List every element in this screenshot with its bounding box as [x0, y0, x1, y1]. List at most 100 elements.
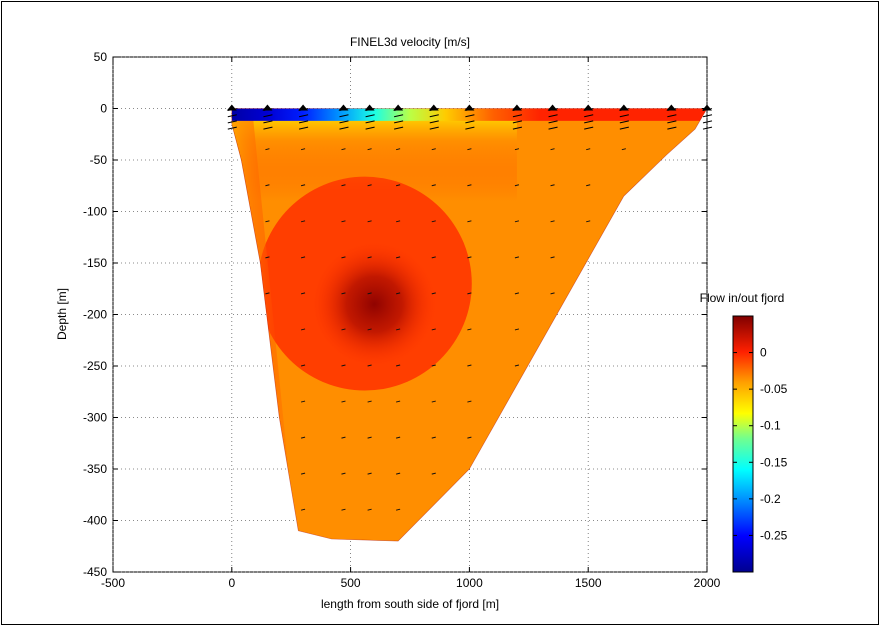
velocity-arrow [548, 114, 558, 118]
velocity-tick [395, 256, 401, 259]
velocity-arrow [429, 114, 439, 118]
y-tick-label: -400 [83, 514, 107, 528]
velocity-tick [514, 364, 520, 367]
velocity-arrow [619, 114, 629, 118]
velocity-tick [367, 184, 372, 187]
velocity-tick [300, 436, 306, 439]
velocity-arrow [227, 120, 237, 124]
velocity-tick [265, 148, 270, 151]
velocity-arrow [465, 120, 475, 124]
y-tick-label: 0 [100, 102, 107, 116]
colorbar [732, 315, 754, 573]
y-tick-label: -200 [83, 308, 107, 322]
velocity-tick [514, 292, 520, 295]
velocity-tick [341, 436, 346, 439]
x-axis-ticks: -500 0 500 1000 1500 2000 [101, 57, 721, 590]
x-tick-label: -500 [101, 576, 125, 590]
velocity-tick [467, 364, 472, 367]
velocity-tick [467, 184, 472, 187]
colorbar-tick-label: 0 [760, 346, 767, 360]
surface-arrow-head [338, 104, 349, 111]
velocity-profiles [226, 104, 713, 511]
velocity-tick [514, 220, 520, 223]
velocity-tick [431, 220, 436, 223]
velocity-arrow [394, 120, 404, 124]
velocity-tick [395, 364, 401, 367]
velocity-tick [586, 220, 591, 223]
velocity-tick [431, 364, 436, 367]
velocity-arrow [339, 126, 349, 130]
velocity-tick [341, 220, 346, 223]
velocity-tick [395, 292, 401, 295]
surface-arrow-head [226, 104, 237, 111]
surface-arrow-head [364, 104, 375, 111]
velocity-tick [300, 328, 306, 331]
colorbar-title: Flow in/out fjord [700, 291, 785, 305]
velocity-tick [300, 400, 306, 403]
velocity-tick [300, 292, 306, 295]
y-tick-label: -300 [83, 411, 107, 425]
velocity-tick [467, 400, 472, 403]
colorbar-tick-label: -0.1 [760, 419, 781, 433]
velocity-tick [265, 184, 270, 187]
velocity-tick [341, 400, 346, 403]
velocity-tick [467, 292, 472, 295]
velocity-tick [367, 364, 372, 367]
velocity-arrow [619, 126, 629, 130]
velocity-tick [431, 256, 436, 259]
velocity-tick [265, 292, 270, 295]
velocity-tick [550, 184, 555, 187]
velocity-tick [550, 220, 555, 223]
velocity-tick [341, 148, 346, 151]
domain-outline [231, 108, 708, 542]
velocity-arrow [339, 120, 349, 124]
velocity-tick [341, 292, 346, 295]
velocity-tick [514, 184, 520, 187]
velocity-tick [300, 148, 306, 151]
surface-arrow-head [262, 104, 273, 111]
velocity-arrow [263, 126, 273, 130]
surface-arrow-head [298, 104, 309, 111]
velocity-tick [550, 256, 555, 259]
velocity-arrow [702, 126, 713, 130]
colorbar-ticks: 0 -0.05 -0.1 -0.15 -0.2 -0.25 [733, 346, 788, 542]
velocity-tick [367, 148, 372, 151]
velocity-tick [300, 508, 306, 511]
x-tick-label: 500 [341, 576, 361, 590]
velocity-tick [514, 328, 520, 331]
velocity-tick [586, 184, 591, 187]
velocity-arrow [512, 120, 523, 124]
colorbar-tick-label: -0.2 [760, 492, 781, 506]
velocity-arrow [429, 120, 439, 124]
velocity-tick [341, 508, 346, 511]
velocity-tick [395, 328, 401, 331]
surface-arrow-head [428, 104, 439, 111]
velocity-tick [300, 256, 306, 259]
velocity-tick [586, 148, 591, 151]
x-tick-label: 1500 [575, 576, 602, 590]
velocity-tick [300, 220, 306, 223]
velocity-tick [367, 328, 372, 331]
velocity-arrow [512, 126, 523, 130]
velocity-arrow [365, 120, 375, 124]
velocity-tick [431, 292, 436, 295]
velocity-tick [367, 292, 372, 295]
velocity-tick [341, 328, 346, 331]
velocity-tick [467, 328, 472, 331]
velocity-arrow [512, 114, 523, 118]
velocity-tick [300, 472, 306, 475]
surface-arrow-head [393, 104, 404, 111]
velocity-arrow [548, 120, 558, 124]
velocity-tick [395, 184, 401, 187]
y-tick-label: 50 [94, 50, 108, 64]
velocity-tick [367, 472, 372, 475]
x-axis-label: length from south side of fjord [m] [321, 597, 499, 611]
colorbar-tick-label: -0.15 [760, 455, 788, 469]
y-tick-label: -450 [83, 565, 107, 579]
velocity-tick [341, 256, 346, 259]
surface-arrow-head [511, 104, 522, 111]
y-axis-label: Depth [m] [55, 288, 69, 340]
velocity-tick [300, 184, 306, 187]
velocity-arrow [394, 114, 404, 118]
